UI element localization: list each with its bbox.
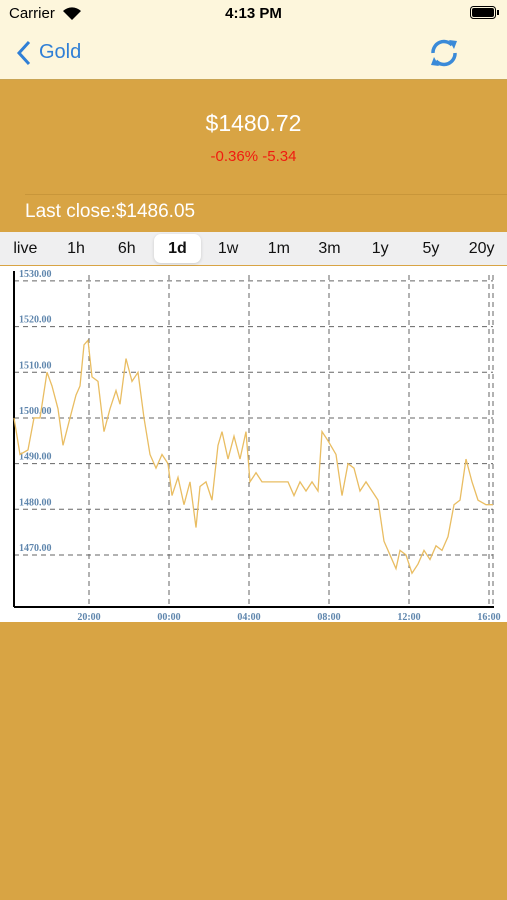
separator bbox=[25, 194, 507, 195]
y-tick-label: 1520.00 bbox=[19, 315, 52, 326]
y-tick-label: 1510.00 bbox=[19, 360, 52, 371]
nav-bar: Carrier 4:13 PM Gold bbox=[0, 0, 507, 80]
x-tick-label: 12:00 bbox=[397, 612, 420, 622]
x-tick-label: 00:00 bbox=[157, 612, 180, 622]
last-close: Last close:$1486.05 bbox=[25, 201, 196, 222]
price-change: -0.36% -5.34 bbox=[210, 148, 297, 165]
x-tick-label: 04:00 bbox=[237, 612, 260, 622]
price-chart: 1470.00 1480.00 1490.00 1500.00 1510.00 1520.… bbox=[0, 266, 507, 622]
y-tick-label: 1470.00 bbox=[19, 543, 52, 554]
price: $1480.72 bbox=[205, 110, 302, 136]
wifi-icon bbox=[63, 7, 81, 20]
range-tab[interactable]: 1m bbox=[267, 240, 290, 257]
range-tab[interactable]: 1w bbox=[217, 240, 239, 257]
back-button[interactable]: Gold bbox=[39, 41, 82, 63]
range-tab[interactable]: 1y bbox=[371, 240, 389, 257]
x-tick-label: 16:00 bbox=[477, 612, 500, 622]
x-tick-label: 20:00 bbox=[77, 612, 100, 622]
y-tick-label: 1490.00 bbox=[19, 452, 52, 463]
y-tick-label: 1530.00 bbox=[19, 269, 52, 280]
price-line bbox=[13, 338, 493, 575]
range-selector: live 1h 6h 1d 1w 1m 3m 1y 5y 20y bbox=[0, 232, 507, 265]
y-tick-label: 1480.00 bbox=[19, 497, 52, 508]
clock: 4:13 PM bbox=[225, 5, 282, 22]
x-tick-label: 08:00 bbox=[317, 612, 340, 622]
range-tab[interactable]: 1h bbox=[67, 240, 85, 257]
y-tick-label: 1500.00 bbox=[19, 406, 52, 417]
battery-icon bbox=[470, 6, 499, 19]
range-tab[interactable]: live bbox=[13, 240, 38, 257]
range-tab[interactable]: 3m bbox=[318, 240, 341, 257]
range-tab[interactable]: 1d bbox=[154, 234, 201, 263]
range-tab[interactable]: 6h bbox=[117, 240, 136, 257]
refresh-button[interactable] bbox=[428, 37, 460, 69]
range-tab[interactable]: 5y bbox=[422, 240, 440, 257]
range-tab[interactable]: 20y bbox=[468, 240, 495, 257]
back-chevron[interactable] bbox=[16, 40, 32, 66]
carrier: Carrier bbox=[9, 5, 55, 22]
